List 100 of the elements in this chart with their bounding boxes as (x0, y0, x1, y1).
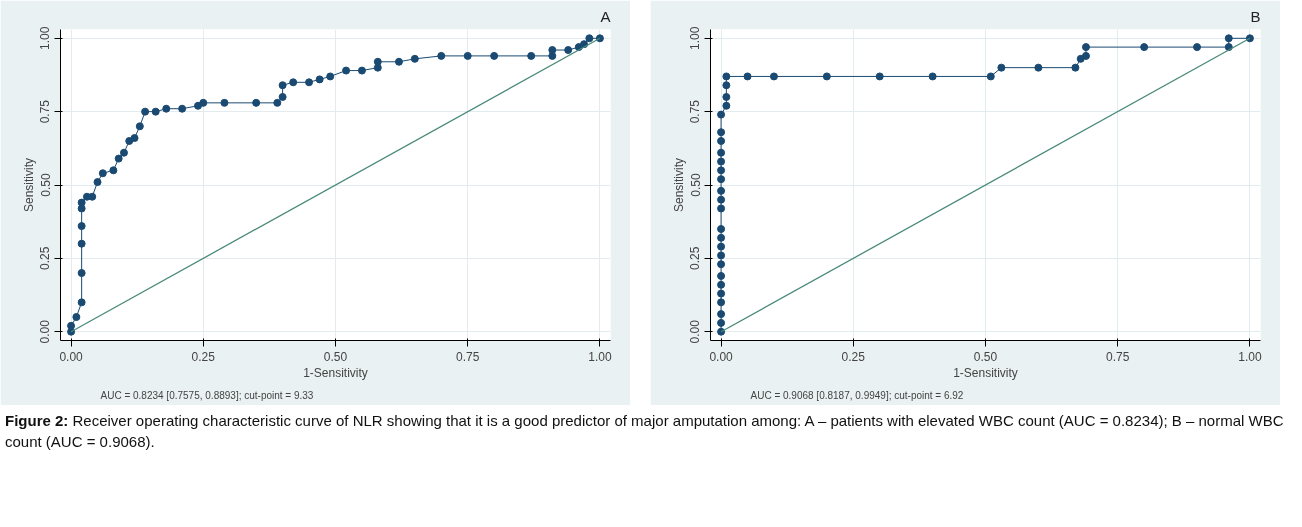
point (717, 242, 726, 251)
point (717, 225, 726, 233)
point (490, 51, 499, 60)
y-tick-label: 0.50 (38, 173, 53, 197)
point (722, 72, 731, 81)
point (1081, 51, 1090, 60)
x-axis-title: 1-Sensitivity (303, 365, 368, 380)
y-tick-label: 0.25 (38, 246, 53, 271)
x-tick-label: 0.00 (709, 349, 734, 364)
point (114, 154, 123, 163)
point (93, 178, 102, 187)
point (357, 66, 366, 75)
point (717, 251, 726, 260)
point (717, 137, 726, 145)
y-tick-label: 1.00 (38, 26, 53, 50)
point (109, 166, 118, 175)
caption: Figure 2: Receiver operating characteristic curve of NLR showing that it is a good predictor of major amputation among: A – patients with elevated WBC count (AUC = 0.8234); B – normal WBC count (AUC = 0.9068). (5, 411, 1285, 453)
point (463, 51, 472, 60)
point (585, 34, 594, 43)
point (130, 134, 139, 143)
y-tick-label: 0.50 (688, 173, 703, 197)
point (1081, 43, 1090, 52)
point (717, 318, 726, 327)
point (77, 239, 86, 248)
point (77, 269, 86, 278)
y-tick-label: 0.75 (688, 99, 703, 124)
x-tick-label: 0.25 (191, 349, 216, 364)
x-tick-label: 0.50 (973, 349, 998, 364)
point (437, 51, 446, 60)
point (717, 271, 726, 280)
point (178, 104, 187, 113)
point (342, 66, 351, 75)
x-tick-label: 1.00 (1238, 349, 1262, 364)
x-tick-label: 1.00 (588, 349, 612, 364)
y-axis-title: Sensitivity (671, 157, 686, 213)
point (199, 98, 208, 107)
point (98, 169, 107, 178)
point (162, 104, 171, 113)
point (410, 54, 419, 63)
y-tick-label: 1.00 (688, 26, 703, 50)
x-tick-label: 0.75 (456, 349, 480, 364)
point (326, 72, 335, 81)
point (141, 107, 150, 116)
point (986, 72, 995, 81)
point (717, 110, 726, 119)
point (278, 92, 287, 101)
point (997, 63, 1006, 72)
x-tick-label: 0.25 (841, 349, 866, 364)
point (119, 148, 128, 157)
point (67, 321, 76, 330)
x-axis-title: 1-Sensitivity (953, 365, 1018, 380)
y-axis-title: Sensitivity (21, 157, 36, 213)
point (135, 122, 144, 131)
point (77, 222, 86, 231)
point (769, 72, 778, 81)
chart-title: B (1250, 7, 1261, 25)
point (717, 166, 726, 175)
point (88, 192, 97, 201)
point (220, 98, 229, 107)
point (875, 72, 884, 81)
point (1140, 43, 1149, 52)
point (1193, 43, 1202, 52)
point (252, 98, 261, 107)
point (717, 260, 726, 269)
point (72, 313, 81, 322)
point (151, 107, 160, 116)
point (717, 204, 726, 213)
point (717, 148, 726, 157)
x-tick-label: 0.75 (1106, 349, 1130, 364)
point (717, 310, 726, 319)
y-tick-label: 0.00 (38, 319, 53, 344)
point (1071, 63, 1080, 72)
point (717, 195, 726, 204)
point (77, 198, 86, 207)
point (717, 233, 726, 242)
point (394, 57, 403, 66)
point (1034, 63, 1043, 72)
point (722, 81, 731, 90)
text: AUC = 0.8234 [0.7575, 0.8893]; cut-point = 9.33 (100, 389, 314, 401)
y-tick-label: 0.00 (688, 319, 703, 344)
point (717, 175, 726, 184)
point (822, 72, 831, 81)
point (305, 78, 314, 87)
point (722, 101, 731, 110)
y-tick-label: 0.75 (38, 99, 53, 124)
point (527, 51, 536, 60)
point (315, 75, 324, 84)
y-tick-label: 0.25 (688, 246, 703, 271)
point (717, 186, 726, 195)
point (278, 81, 287, 90)
point (717, 157, 726, 166)
x-tick-label: 0.50 (323, 349, 348, 364)
point (564, 46, 573, 55)
point (928, 72, 937, 81)
point (717, 128, 726, 137)
point (717, 289, 726, 298)
text: AUC = 0.9068 [0.8187, 0.9949]; cut-point = 6.92 (750, 389, 964, 401)
point (273, 98, 282, 107)
point (743, 72, 752, 81)
point (77, 298, 86, 307)
